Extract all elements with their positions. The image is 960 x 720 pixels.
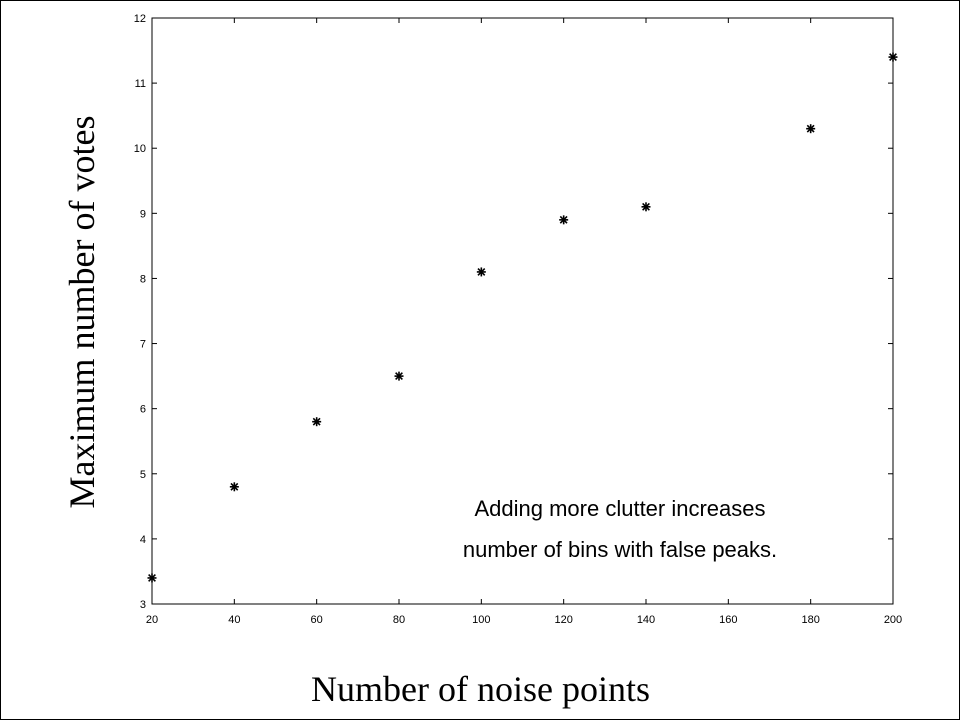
marker-stroke [477, 267, 486, 276]
x-tick-label: 100 [472, 614, 490, 626]
marker-stroke [395, 372, 403, 381]
data-point [806, 124, 816, 134]
y-tick-label: 8 [140, 273, 146, 285]
x-tick-label: 180 [801, 614, 819, 626]
data-point [888, 52, 898, 62]
data-point [394, 371, 404, 381]
data-points [147, 52, 898, 583]
y-axis-title: Maximum number of votes [62, 116, 102, 509]
x-tick-labels: 20 40 60 80 100 120 140 160 180 200 [146, 614, 902, 626]
y-tick-label: 7 [140, 339, 146, 351]
marker-stroke [148, 574, 156, 582]
y-tick-label: 9 [140, 208, 146, 220]
y-tick-label: 3 [140, 599, 146, 611]
annotation-line-2: number of bins with false peaks. [463, 537, 777, 562]
marker-stroke [230, 482, 239, 491]
marker-stroke [889, 53, 897, 62]
marker-stroke [642, 202, 650, 211]
data-point [229, 482, 239, 492]
marker-stroke [806, 124, 815, 133]
x-tick-label: 200 [884, 614, 902, 626]
y-tick-label: 4 [140, 534, 146, 546]
x-tick-label: 40 [228, 614, 240, 626]
data-point [476, 267, 486, 277]
x-tick-label: 160 [719, 614, 737, 626]
y-tick-label: 5 [140, 469, 146, 481]
data-point [312, 417, 322, 427]
x-tick-label: 80 [393, 614, 405, 626]
axis-ticks [151, 17, 894, 605]
x-tick-label: 140 [637, 614, 655, 626]
y-tick-label: 10 [134, 143, 146, 155]
plot-area [151, 17, 894, 605]
annotation-line-1: Adding more clutter increases [474, 496, 765, 521]
data-point [641, 202, 651, 212]
x-axis-title: Number of noise points [311, 669, 650, 709]
data-point [147, 573, 157, 583]
x-tick-label: 120 [554, 614, 572, 626]
x-tick-label: 20 [146, 614, 158, 626]
y-tick-labels: 3 4 5 6 7 8 9 10 11 12 [134, 13, 146, 611]
y-tick-label: 11 [135, 78, 146, 90]
marker-stroke [312, 417, 321, 426]
data-point [559, 215, 569, 225]
y-tick-label: 12 [134, 13, 146, 25]
marker-stroke [559, 215, 568, 224]
x-tick-label: 60 [311, 614, 323, 626]
y-tick-label: 6 [140, 404, 146, 416]
